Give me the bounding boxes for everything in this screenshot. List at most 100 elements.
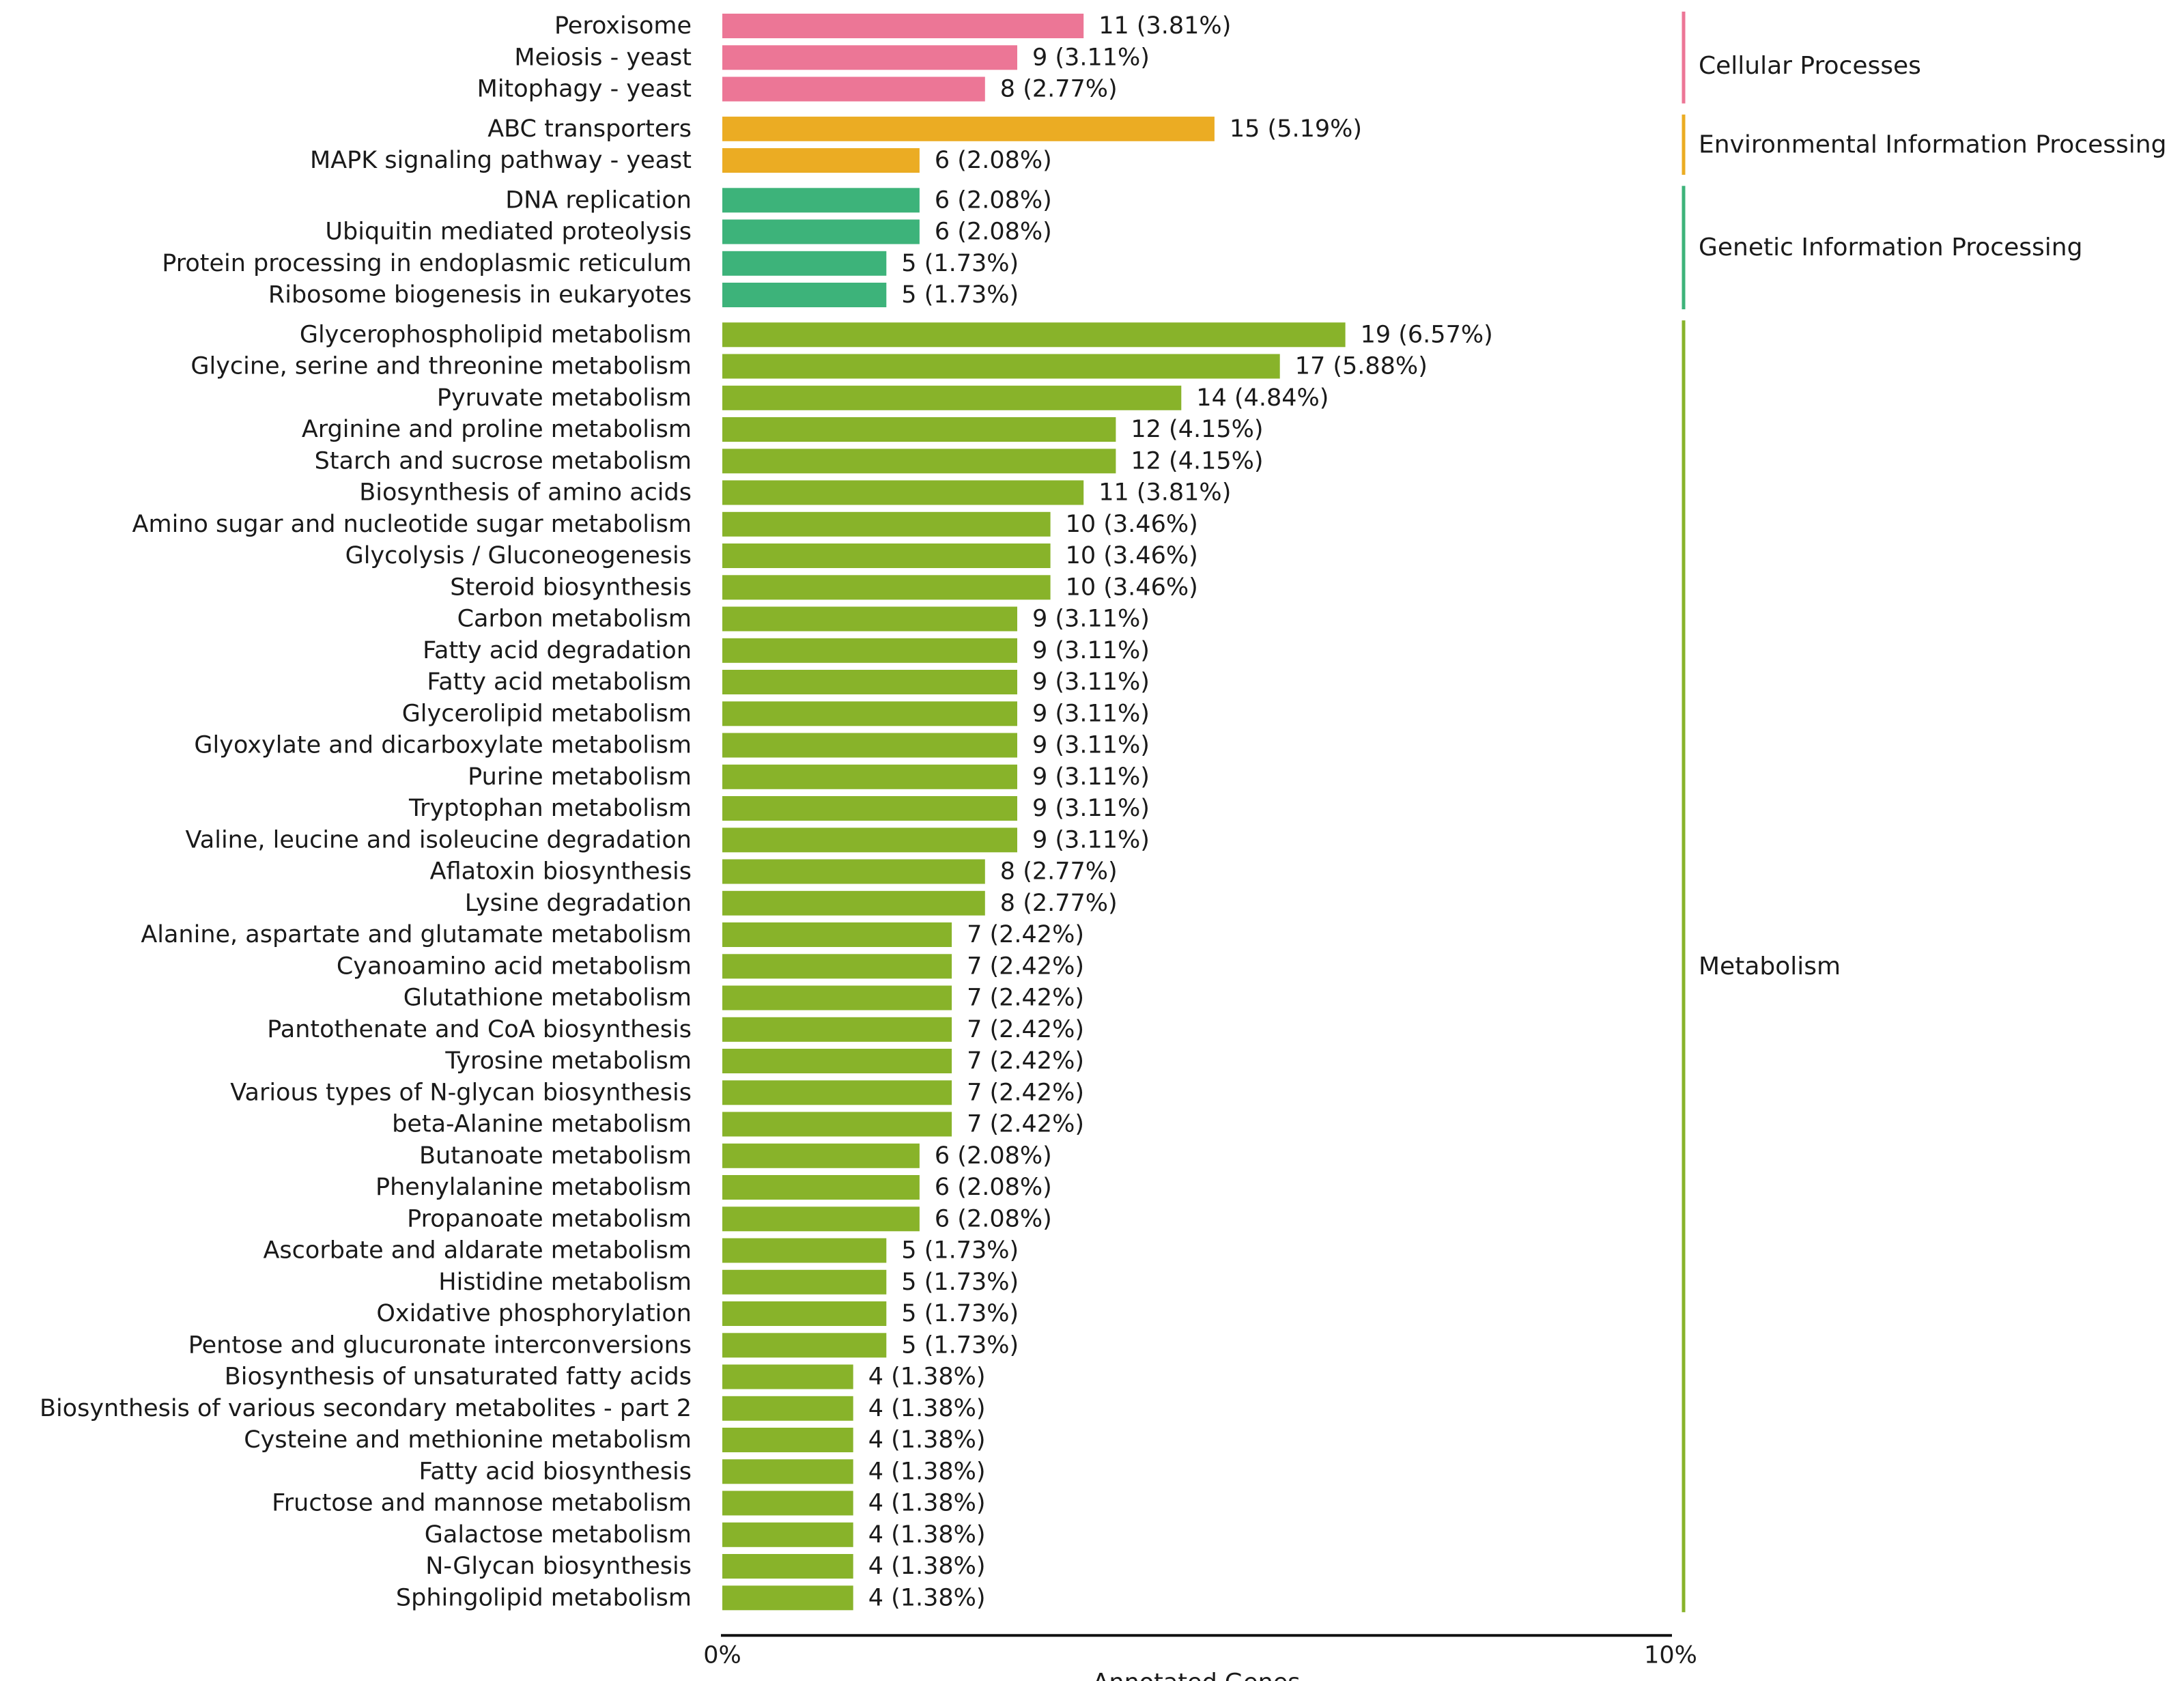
category-label: Amino sugar and nucleotide sugar metabol… <box>132 511 692 538</box>
bar <box>722 219 920 244</box>
value-label: 7 (2.42%) <box>967 1016 1084 1043</box>
bar <box>722 670 1017 694</box>
bar <box>722 1143 920 1168</box>
value-label: 7 (2.42%) <box>967 1079 1084 1106</box>
bar <box>722 543 1051 568</box>
value-label: 9 (3.11%) <box>1032 826 1150 853</box>
bar <box>722 733 1017 758</box>
value-label: 15 (5.19%) <box>1230 115 1362 143</box>
bar <box>722 1301 887 1326</box>
value-label: 4 (1.38%) <box>868 1553 986 1580</box>
category-label: Glycerophospholipid metabolism <box>300 321 692 348</box>
group-brackets: Cellular Processes Environmental Informat… <box>1682 12 2166 1613</box>
category-label: Ascorbate and aldarate metabolism <box>263 1237 692 1265</box>
category-label: Biosynthesis of various secondary metabo… <box>40 1395 692 1422</box>
value-label: 8 (2.77%) <box>1000 858 1118 886</box>
bar <box>722 354 1280 379</box>
bars-layer <box>722 14 1346 1611</box>
category-label: Galactose metabolism <box>425 1521 692 1549</box>
bar <box>722 148 920 173</box>
value-label: 8 (2.77%) <box>1000 890 1118 917</box>
bar <box>722 1080 952 1105</box>
value-label: 12 (4.15%) <box>1131 416 1263 443</box>
value-label: 4 (1.38%) <box>868 1490 986 1517</box>
category-label: Alanine, aspartate and glutamate metabol… <box>141 921 692 948</box>
value-label: 9 (3.11%) <box>1032 668 1150 696</box>
category-label: Aflatoxin biosynthesis <box>430 858 692 886</box>
bar <box>722 1522 853 1547</box>
value-label: 9 (3.11%) <box>1032 637 1150 664</box>
value-label: 7 (2.42%) <box>967 1111 1084 1138</box>
value-label: 9 (3.11%) <box>1032 795 1150 822</box>
category-label: Ubiquitin mediated proteolysis <box>325 218 692 246</box>
bar <box>722 251 887 276</box>
value-label: 6 (2.08%) <box>935 147 1052 174</box>
category-label: Biosynthesis of unsaturated fatty acids <box>225 1364 692 1391</box>
category-label: Various types of N-glycan biosynthesis <box>230 1079 692 1106</box>
category-label: Glyoxylate and dicarboxylate metabolism <box>194 732 692 759</box>
bar <box>722 985 952 1011</box>
bar <box>722 1206 920 1232</box>
bar <box>722 1238 887 1263</box>
bar <box>722 764 1017 789</box>
category-label: Propanoate metabolism <box>407 1205 692 1232</box>
bar <box>722 1333 887 1358</box>
value-label: 6 (2.08%) <box>935 1174 1052 1201</box>
bar <box>722 1364 853 1389</box>
value-label: 5 (1.73%) <box>901 1300 1019 1327</box>
bar <box>722 480 1084 505</box>
value-label: 7 (2.42%) <box>967 985 1084 1012</box>
bar <box>722 922 952 947</box>
bar <box>722 116 1215 141</box>
bar <box>722 1459 853 1484</box>
bar <box>722 1396 853 1421</box>
category-label: Ribosome biogenesis in eukaryotes <box>268 281 692 309</box>
category-label: Mitophagy - yeast <box>477 76 692 103</box>
value-label: 7 (2.42%) <box>967 952 1084 980</box>
value-label: 5 (1.73%) <box>901 1331 1019 1359</box>
value-label: 19 (6.57%) <box>1361 321 1493 348</box>
bar <box>722 1428 853 1452</box>
group-label: Genetic Information Processing <box>1699 234 2082 262</box>
category-label: Glutathione metabolism <box>403 985 692 1012</box>
category-label: Histidine metabolism <box>438 1269 692 1296</box>
bar <box>722 575 1051 600</box>
bar <box>722 1269 887 1295</box>
value-label: 7 (2.42%) <box>967 921 1084 948</box>
category-label: Purine metabolism <box>468 763 692 791</box>
value-label: 4 (1.38%) <box>868 1458 986 1485</box>
x-axis-title: Annotated Genes <box>1092 1669 1300 1681</box>
category-label: Glycerolipid metabolism <box>402 700 692 727</box>
bar <box>722 1491 853 1516</box>
value-label: 5 (1.73%) <box>901 250 1019 277</box>
bar <box>722 14 1084 38</box>
value-label: 5 (1.73%) <box>901 1269 1019 1296</box>
value-label: 4 (1.38%) <box>868 1584 986 1611</box>
bar <box>722 449 1116 474</box>
value-label: 11 (3.81%) <box>1098 479 1231 507</box>
category-label: Butanoate metabolism <box>419 1142 692 1170</box>
group-label: Environmental Information Processing <box>1699 130 2166 158</box>
category-label: Meiosis - yeast <box>514 44 692 71</box>
value-label: 6 (2.08%) <box>935 1142 1052 1170</box>
value-label: 9 (3.11%) <box>1032 700 1150 727</box>
category-label: Glycolysis / Gluconeogenesis <box>345 542 692 569</box>
value-label: 8 (2.77%) <box>1000 76 1118 103</box>
value-label: 9 (3.11%) <box>1032 763 1150 791</box>
value-label: 5 (1.73%) <box>901 1237 1019 1265</box>
value-label: 9 (3.11%) <box>1032 732 1150 759</box>
bar <box>722 701 1017 726</box>
value-labels: 11 (3.81%) 9 (3.11%) 8 (2.77%) 15 (5.19%) 6 … <box>868 12 1493 1611</box>
category-label: N-Glycan biosynthesis <box>425 1553 692 1580</box>
bar <box>722 283 887 307</box>
value-label: 6 (2.08%) <box>935 1205 1052 1232</box>
category-label: Arginine and proline metabolism <box>302 416 692 443</box>
bar <box>722 76 985 102</box>
category-label: Cysteine and methionine metabolism <box>244 1426 692 1454</box>
value-label: 10 (3.46%) <box>1066 511 1198 538</box>
category-label: Cyanoamino acid metabolism <box>337 952 692 980</box>
category-label: Fructose and mannose metabolism <box>272 1490 692 1517</box>
bar <box>722 954 952 979</box>
category-label: Pyruvate metabolism <box>437 384 692 412</box>
category-label: Pentose and glucuronate interconversions <box>188 1331 692 1359</box>
